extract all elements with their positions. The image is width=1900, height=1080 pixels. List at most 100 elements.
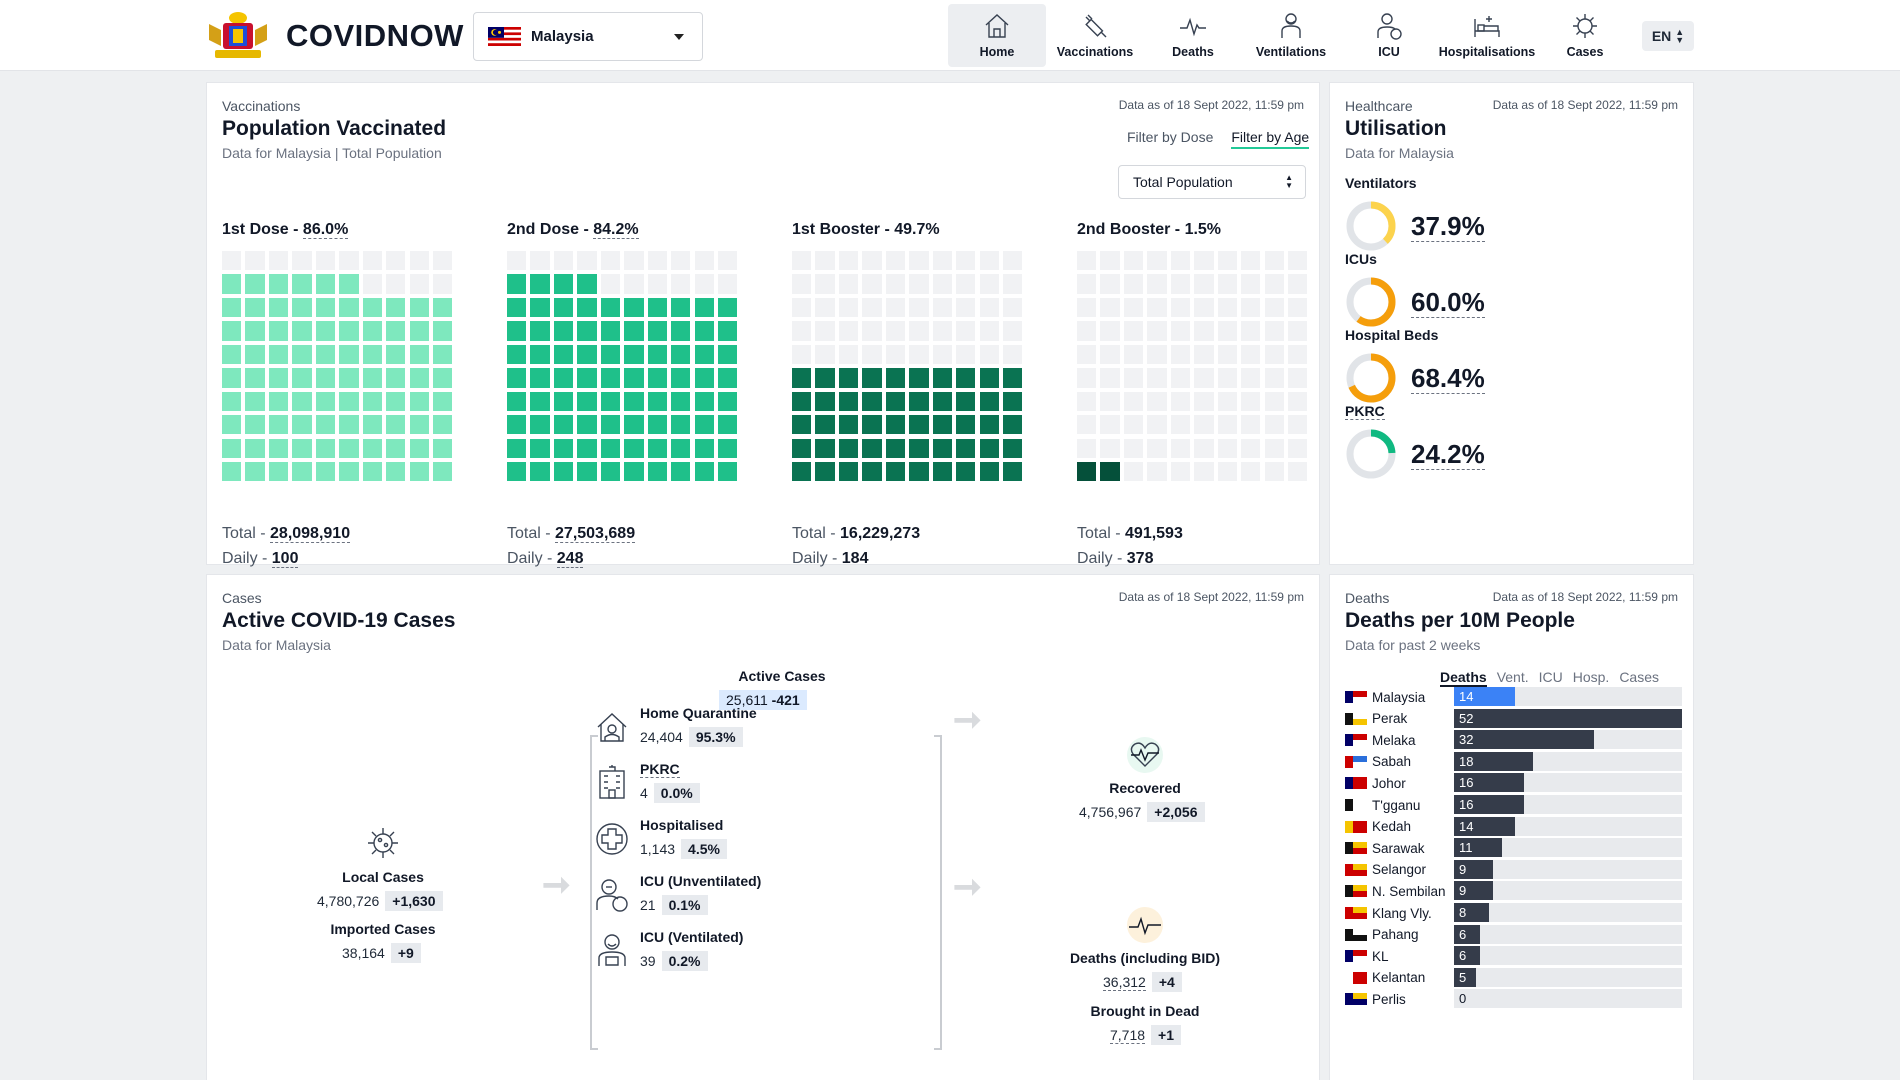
waffle-cell <box>1241 438 1261 458</box>
nav-icu[interactable]: ICU <box>1340 4 1438 67</box>
death-rate-row[interactable]: KL 6 <box>1345 946 1682 966</box>
utilisation-donut <box>1346 353 1396 403</box>
filter-by-age-tab[interactable]: Filter by Age <box>1231 129 1310 149</box>
death-rate-row[interactable]: Kedah 14 <box>1345 816 1682 837</box>
waffle-cell <box>292 344 312 365</box>
breakdown-value-row: 1,143 4.5% <box>640 839 727 859</box>
death-rate-row[interactable]: Klang Vly. 8 <box>1345 903 1682 923</box>
waffle-cell <box>409 274 429 294</box>
nav-cases[interactable]: Cases <box>1536 4 1634 67</box>
waffle-cell <box>315 391 336 411</box>
waffle-cell <box>600 321 621 341</box>
filter-by-dose-tab[interactable]: Filter by Dose <box>1127 129 1214 145</box>
healthcare-subtitle: Data for Malaysia <box>1345 145 1454 161</box>
active-cases-label: Active Cases <box>738 668 826 684</box>
imported-cases-value-row: 38,164 +9 <box>342 943 421 963</box>
waffle-cell <box>433 251 453 271</box>
malaysia-flag-icon <box>488 27 521 46</box>
utilisation-label: ICUs <box>1345 251 1377 267</box>
dose-waffle-chart <box>1077 251 1308 482</box>
waffle-cell <box>1077 274 1097 294</box>
country-select[interactable]: Malaysia <box>473 12 703 61</box>
utilisation-value[interactable]: 24.2% <box>1411 438 1485 470</box>
dose-percentage[interactable]: 84.2% <box>593 221 639 239</box>
death-rate-row[interactable]: Pahang 6 <box>1345 924 1682 945</box>
waffle-cell <box>979 251 999 271</box>
death-rate-row[interactable]: Johor 16 <box>1345 773 1682 793</box>
death-rate-row[interactable]: Melaka 32 <box>1345 730 1682 750</box>
waffle-cell <box>1077 462 1097 482</box>
utilisation-value[interactable]: 60.0% <box>1411 286 1485 318</box>
waffle-cell <box>433 344 453 365</box>
death-rate-row[interactable]: Malaysia 14 <box>1345 687 1682 707</box>
tab-vent[interactable]: Vent. <box>1496 669 1529 685</box>
tab-hosp[interactable]: Hosp. <box>1572 669 1610 685</box>
malaysia-coat-of-arms-logo[interactable] <box>205 10 271 62</box>
recovered-value-row: 4,756,967 +2,056 <box>1079 802 1205 822</box>
recovered-label: Recovered <box>1109 780 1181 796</box>
death-rate-state: Klang Vly. <box>1372 905 1432 921</box>
death-rate-row[interactable]: Sarawak 11 <box>1345 838 1682 858</box>
dose-daily-row: Daily - 248 <box>507 546 635 571</box>
waffle-cell <box>624 251 644 271</box>
utilisation-label[interactable]: PKRC <box>1345 403 1385 420</box>
waffle-cell <box>409 321 429 341</box>
waffle-cell <box>909 274 929 294</box>
app-brand-title[interactable]: COVIDNOW <box>286 18 464 53</box>
death-rate-row[interactable]: Perlis 0 <box>1345 989 1682 1009</box>
waffle-cell <box>1123 368 1144 388</box>
language-select[interactable]: EN ▲ ▼ <box>1642 21 1694 51</box>
waffle-cell <box>600 462 621 482</box>
waffle-cell <box>792 415 812 435</box>
waffle-cell <box>1100 251 1120 271</box>
waffle-cell <box>647 368 667 388</box>
death-rate-state: Kelantan <box>1372 970 1426 986</box>
death-rate-row[interactable]: Sabah 18 <box>1345 751 1682 772</box>
death-rate-row[interactable]: Selangor 9 <box>1345 859 1682 880</box>
dose-total-row: Total - 16,229,273 <box>792 521 920 546</box>
nav-ventilations[interactable]: Ventilations <box>1242 4 1340 67</box>
waffle-cell <box>956 368 976 388</box>
tab-deaths[interactable]: Deaths <box>1440 669 1487 687</box>
death-rate-value: 9 <box>1459 861 1467 877</box>
waffle-cell <box>647 321 667 341</box>
waffle-cell <box>1264 251 1284 271</box>
waffle-cell <box>1100 415 1120 435</box>
deaths-delta: +4 <box>1151 972 1182 992</box>
nav-hospitalisations[interactable]: Hospitalisations <box>1438 4 1536 67</box>
nav-deaths[interactable]: Deaths <box>1144 4 1242 67</box>
waffle-cell <box>909 344 929 365</box>
local-cases-delta: +1,630 <box>385 891 443 911</box>
breakdown-label: Hospitalised <box>640 817 724 833</box>
utilisation-value[interactable]: 37.9% <box>1411 210 1485 242</box>
waffle-cell <box>1170 274 1191 294</box>
waffle-cell <box>838 344 859 365</box>
waffle-cell <box>671 438 691 458</box>
waffle-cell <box>530 415 550 435</box>
dose-waffle-chart <box>222 251 453 482</box>
waffle-cell <box>1241 368 1261 388</box>
bid-value-row: 7,718 +1 <box>1110 1025 1182 1045</box>
death-rate-row[interactable]: Kelantan 5 <box>1345 967 1682 988</box>
nav-home[interactable]: Home <box>948 4 1046 67</box>
waffle-cell <box>885 344 906 365</box>
waffle-cell <box>932 415 952 435</box>
population-select[interactable]: Total Population ▲ ▼ <box>1118 165 1306 199</box>
death-rate-row[interactable]: N. Sembilan 9 <box>1345 881 1682 901</box>
death-rate-row[interactable]: T'gganu 16 <box>1345 795 1682 815</box>
nav-vaccinations[interactable]: Vaccinations <box>1046 4 1144 67</box>
waffle-cell <box>409 344 429 365</box>
perlis-flag-icon <box>1345 993 1367 1006</box>
waffle-cell <box>315 251 336 271</box>
death-rate-row[interactable]: Perak 52 <box>1345 708 1682 729</box>
tab-cases[interactable]: Cases <box>1619 669 1659 685</box>
waffle-cell <box>600 297 621 318</box>
waffle-cell <box>433 391 453 411</box>
waffle-cell <box>1147 368 1167 388</box>
utilisation-value[interactable]: 68.4% <box>1411 362 1485 394</box>
waffle-cell <box>956 251 976 271</box>
tab-icu[interactable]: ICU <box>1538 669 1563 685</box>
waffle-cell <box>1241 391 1261 411</box>
dose-percentage[interactable]: 86.0% <box>302 221 349 239</box>
breakdown-label[interactable]: PKRC <box>640 761 680 778</box>
